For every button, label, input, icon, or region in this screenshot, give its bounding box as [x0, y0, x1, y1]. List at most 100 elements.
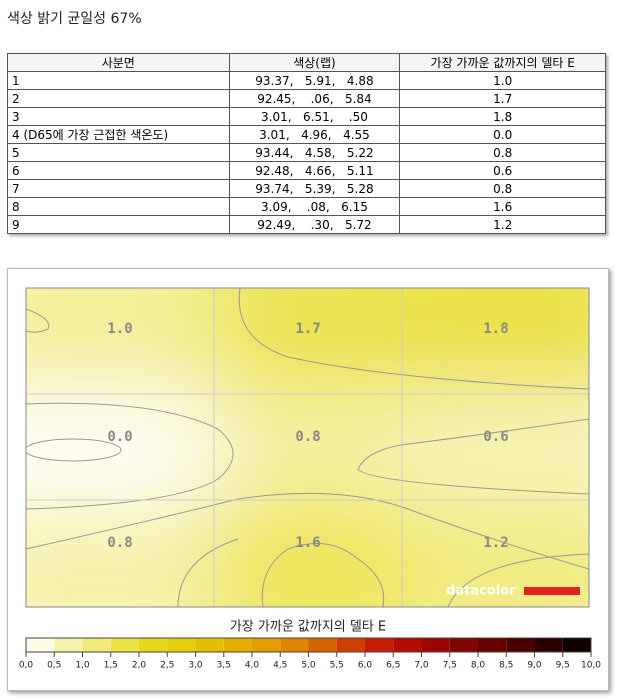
table-cell: 1.7	[399, 89, 606, 108]
heatmap: 1.0 1.7 1.8 0.0 0.8 0.6 0.8 1.6 1.2 datacolor 가장…	[19, 287, 601, 671]
table-cell: 0.8	[399, 179, 606, 198]
legend-swatch	[280, 638, 309, 652]
heat-label: 1.7	[295, 321, 320, 337]
heat-cell	[214, 394, 402, 500]
table-cell: 6	[7, 161, 230, 180]
legend-tick-label: 5,5	[330, 661, 344, 671]
legend-swatch	[449, 638, 478, 652]
legend-tick-label: 10,0	[581, 661, 601, 671]
legend-swatch	[110, 638, 139, 652]
table-cell: 3.09, .08, 6.15	[228, 197, 401, 216]
heat-cell	[26, 394, 214, 500]
heatmap-border	[25, 287, 590, 608]
legend-tick-label: 3,5	[217, 661, 231, 671]
table-cell: 1.6	[399, 197, 606, 216]
table-cell: 92.48, 4.66, 5.11	[228, 161, 401, 180]
heat-cell	[26, 288, 214, 394]
column-header: 사분면	[7, 53, 230, 72]
legend-tick-label: 8,5	[499, 661, 513, 671]
legend-tick-label: 9,0	[527, 661, 542, 671]
legend-swatch	[365, 638, 394, 652]
legend-swatch	[139, 638, 168, 652]
legend-tick-label: 0,5	[47, 661, 61, 671]
table-body: 1 93.37, 5.91, 4.88 1.0 2 92.45, .06, 5.84 1.…	[7, 71, 606, 234]
heat-cell	[26, 500, 214, 607]
heat-label: 0.6	[483, 429, 508, 445]
heat-cell	[402, 288, 589, 394]
legend-tick-label: 3,0	[188, 661, 203, 671]
legend-swatch	[252, 638, 281, 652]
table-cell: 9	[7, 215, 230, 234]
table-cell: 92.45, .06, 5.84	[228, 89, 401, 108]
table-cell: 4 (D65에 가장 근접한 색온도)	[7, 125, 230, 144]
heat-cell	[402, 394, 589, 500]
heat-cell	[214, 500, 402, 607]
legend-swatch	[308, 638, 337, 652]
legend-tick-label: 9,5	[556, 661, 570, 671]
legend-swatch	[223, 638, 252, 652]
legend-swatch	[195, 638, 224, 652]
heat-cell	[214, 288, 402, 394]
legend-tick-label: 8,0	[471, 661, 486, 671]
table-cell: 93.44, 4.58, 5.22	[228, 143, 401, 162]
logo: datacolor	[446, 584, 516, 599]
column-header: 색상(랩)	[228, 53, 401, 72]
legend-title: 가장 가까운 값까지의 델타 E	[230, 620, 386, 635]
table-cell: 92.49, .30, 5.72	[228, 215, 401, 234]
table-cell: 0.0	[399, 125, 606, 144]
legend-swatch	[534, 638, 563, 652]
legend-swatch	[478, 638, 507, 652]
legend-swatch	[421, 638, 450, 652]
legend-tick-label: 4,5	[273, 661, 287, 671]
table-cell: 1	[7, 71, 230, 90]
cell-grid	[26, 288, 589, 607]
logo-bar	[524, 587, 580, 595]
table-cell: 3.01, 4.96, 4.55	[228, 125, 401, 144]
table-cell: 5	[7, 143, 230, 162]
table-cell: 2	[7, 89, 230, 108]
legend-swatch	[54, 638, 83, 652]
legend-tick-label: 1,5	[104, 661, 118, 671]
legend-tick-label: 6,0	[358, 661, 373, 671]
table-cell: 1.0	[399, 71, 606, 90]
column-header: 가장 가까운 값까지의 델타 E	[399, 53, 606, 72]
heat-label: 1.0	[107, 321, 132, 337]
table-cell: 93.37, 5.91, 4.88	[228, 71, 401, 90]
legend-tick-label: 0,0	[19, 661, 34, 671]
table-cell: 3	[7, 107, 230, 126]
table-cell: 0.6	[399, 161, 606, 180]
legend-swatch	[26, 638, 55, 652]
legend-tick-label: 5,0	[301, 661, 316, 671]
legend-tick-label: 1,0	[75, 661, 90, 671]
results-table: 사분면 색상(랩) 가장 가까운 값까지의 델타 E 1 93.37, 5.91, 4.…	[7, 53, 606, 234]
legend-tick-label: 4,0	[245, 661, 260, 671]
table-row: 9 92.49, .30, 5.72 1.2	[7, 215, 606, 234]
table-row: 8 3.09, .08, 6.15 1.6	[7, 197, 606, 216]
legend-tick-label: 7,0	[414, 661, 429, 671]
table-row: 5 93.44, 4.58, 5.22 0.8	[7, 143, 606, 162]
table-cell: 0.8	[399, 143, 606, 162]
table-cell: 1.8	[399, 107, 606, 126]
legend-swatch	[562, 638, 591, 652]
legend-tick-label: 2,5	[160, 661, 174, 671]
table-row: 6 92.48, 4.66, 5.11 0.6	[7, 161, 606, 180]
legend-swatch	[167, 638, 196, 652]
table-cell: 93.74, 5.39, 5.28	[228, 179, 401, 198]
contours	[26, 288, 589, 607]
heat-label: 0.8	[107, 535, 132, 551]
heat-label: 0.8	[295, 429, 320, 445]
table-row: 2 92.45, .06, 5.84 1.7	[7, 89, 606, 108]
table-cell: 8	[7, 197, 230, 216]
table-row: 3 3.01, 6.51, .50 1.8	[7, 107, 606, 126]
legend-tick-label: 6,5	[386, 661, 400, 671]
page-title: 색상 밝기 균일성 67%	[7, 11, 142, 27]
legend-swatch	[393, 638, 422, 652]
legend-swatch	[82, 638, 111, 652]
legend-tick-label: 7,5	[443, 661, 457, 671]
heat-label: 1.6	[295, 535, 320, 551]
table-cell: 7	[7, 179, 230, 198]
legend-tick-label: 2,0	[132, 661, 147, 671]
table-cell: 1.2	[399, 215, 606, 234]
table-cell: 3.01, 6.51, .50	[228, 107, 401, 126]
